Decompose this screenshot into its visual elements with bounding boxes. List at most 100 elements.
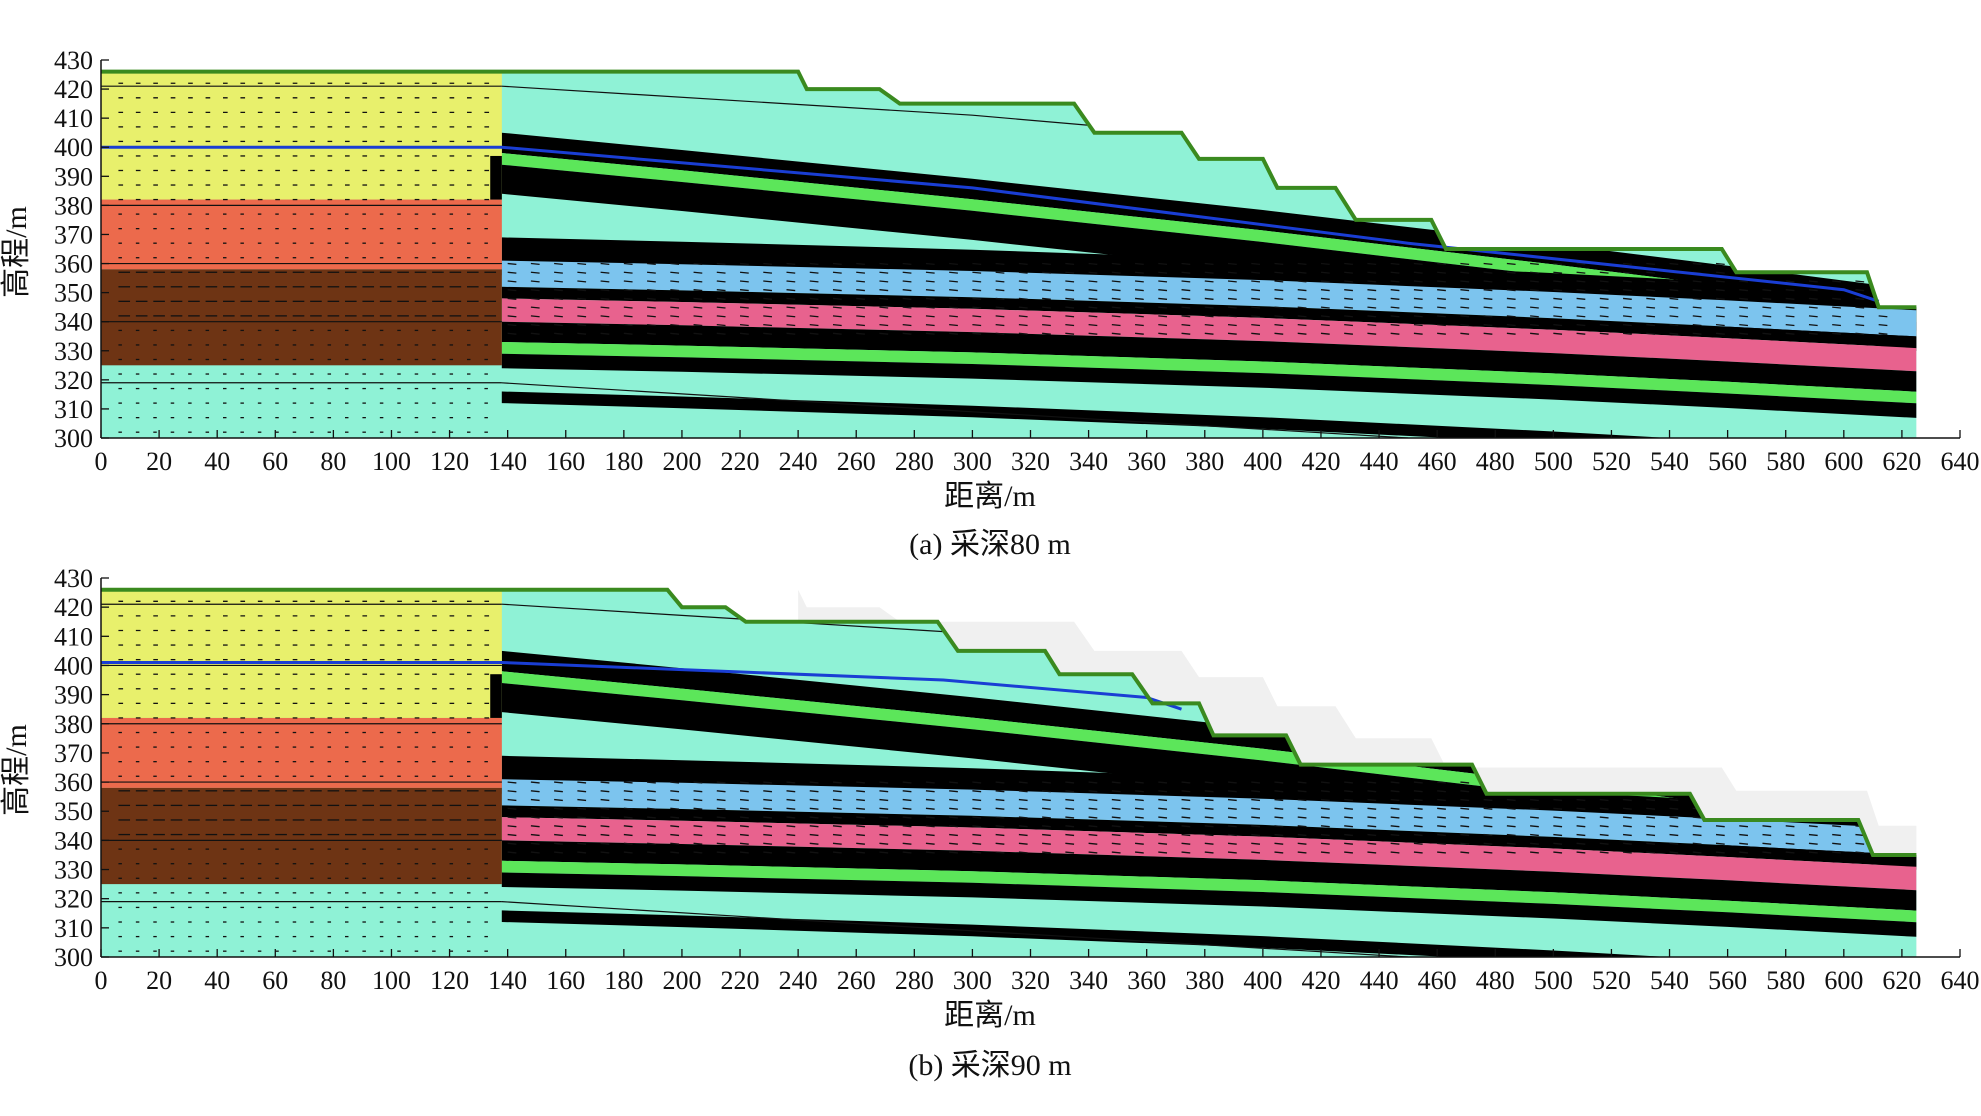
y-tick-label: 360 bbox=[54, 768, 93, 797]
y-tick-label: 410 bbox=[54, 104, 93, 133]
y-axis-title: 高程/m bbox=[0, 724, 33, 816]
x-tick-label: 540 bbox=[1650, 966, 1689, 995]
y-tick-labels: 3003103203303403503603703803904004104204… bbox=[54, 46, 93, 453]
x-tick-label: 120 bbox=[430, 966, 469, 995]
stratum-coal-7 bbox=[501, 391, 1917, 438]
x-tick-label: 500 bbox=[1534, 447, 1573, 476]
x-tick-label: 260 bbox=[837, 966, 876, 995]
x-tick-label: 600 bbox=[1824, 447, 1863, 476]
stratum-green-1 bbox=[501, 153, 1917, 322]
x-tick-label: 80 bbox=[320, 966, 346, 995]
displacement-vectors bbox=[118, 82, 1888, 433]
x-tick-label: 440 bbox=[1360, 447, 1399, 476]
x-tick-label: 640 bbox=[1941, 447, 1980, 476]
y-tick-label: 370 bbox=[54, 739, 93, 768]
x-tick-label: 220 bbox=[721, 447, 760, 476]
x-tick-label: 300 bbox=[953, 966, 992, 995]
x-tick-label: 420 bbox=[1301, 966, 1340, 995]
y-tick-label: 380 bbox=[54, 191, 93, 220]
x-axis-title: 距离/m bbox=[944, 999, 1036, 1032]
stratum-green-1 bbox=[501, 671, 1917, 841]
stratum-coal-5 bbox=[501, 321, 1917, 392]
x-tick-label: 180 bbox=[604, 447, 643, 476]
x-tick-label: 320 bbox=[1011, 966, 1050, 995]
x-tick-label: 120 bbox=[430, 447, 469, 476]
x-tick-label: 520 bbox=[1592, 966, 1631, 995]
zone-brown bbox=[101, 787, 502, 885]
slope-surface-line bbox=[101, 69, 1917, 310]
x-tick-label: 280 bbox=[895, 966, 934, 995]
y-tick-labels: 3003103203303403503603703803904004104204… bbox=[54, 564, 93, 972]
y-tick-label: 320 bbox=[54, 885, 93, 914]
x-tick-label: 600 bbox=[1824, 966, 1863, 995]
x-tick-label: 300 bbox=[953, 447, 992, 476]
x-tick-label: 380 bbox=[1185, 447, 1224, 476]
y-tick-label: 300 bbox=[54, 943, 93, 972]
stratum-green-2 bbox=[501, 860, 1917, 923]
x-tick-label: 40 bbox=[204, 966, 230, 995]
x-tick-label: 80 bbox=[320, 447, 346, 476]
y-axis-title: 高程/m bbox=[0, 206, 33, 298]
zone-brown bbox=[101, 269, 502, 366]
x-tick-label: 240 bbox=[779, 966, 818, 995]
displacement-vectors bbox=[118, 600, 1865, 952]
y-tick-label: 380 bbox=[54, 710, 93, 739]
x-tick-label: 480 bbox=[1476, 447, 1515, 476]
y-tick-label: 340 bbox=[54, 826, 93, 855]
x-tick-label: 500 bbox=[1534, 966, 1573, 995]
x-tick-label: 480 bbox=[1476, 966, 1515, 995]
zone-yellow bbox=[101, 589, 502, 718]
y-tick-label: 430 bbox=[54, 564, 93, 593]
y-tick-label: 390 bbox=[54, 162, 93, 191]
x-tick-labels: 0 20 40 60 80 100 120 140 160 180 200 220 240 260 280 3… bbox=[95, 447, 1980, 476]
y-tick-label: 310 bbox=[54, 914, 93, 943]
x-tick-label: 200 bbox=[662, 966, 701, 995]
x-tick-label: 0 bbox=[95, 447, 108, 476]
y-tick-label: 360 bbox=[54, 250, 93, 279]
y-tick-label: 420 bbox=[54, 75, 93, 104]
y-tick-label: 420 bbox=[54, 593, 93, 622]
y-tick-label: 350 bbox=[54, 279, 93, 308]
y-tick-label: 330 bbox=[54, 856, 93, 885]
x-tick-label: 100 bbox=[372, 447, 411, 476]
x-tick-label: 280 bbox=[895, 447, 934, 476]
plot-area bbox=[100, 59, 1961, 439]
stratum-coal-7 bbox=[501, 910, 1917, 957]
y-tick-label: 330 bbox=[54, 337, 93, 366]
x-tick-label: 640 bbox=[1941, 966, 1980, 995]
y-tick-label: 400 bbox=[54, 651, 93, 680]
strata bbox=[101, 71, 1917, 438]
panel-a: 0 20 40 60 80 100 120 140 160 180 200 220 240 260 280 3… bbox=[0, 46, 1980, 561]
x-tick-label: 400 bbox=[1243, 447, 1282, 476]
x-tick-label: 460 bbox=[1418, 966, 1457, 995]
zone-edge bbox=[490, 155, 502, 200]
x-tick-label: 620 bbox=[1882, 447, 1921, 476]
section-plot-a: 0 20 40 60 80 100 120 140 160 180 200 220 240 260 280 3… bbox=[0, 46, 1980, 561]
slope-surface-line bbox=[101, 587, 1917, 857]
x-tick-label: 60 bbox=[262, 966, 288, 995]
x-tick-label: 20 bbox=[146, 966, 172, 995]
x-tick-label: 20 bbox=[146, 447, 172, 476]
stratum-coal-4 bbox=[501, 286, 1917, 349]
y-tick-label: 300 bbox=[54, 424, 93, 453]
x-tick-label: 620 bbox=[1882, 966, 1921, 995]
x-tick-label: 580 bbox=[1766, 966, 1805, 995]
zone-yellow bbox=[101, 71, 502, 200]
x-tick-label: 580 bbox=[1766, 447, 1805, 476]
panel-caption: (b) 采深90 m bbox=[908, 1049, 1071, 1082]
panel-caption: (a) 采深80 m bbox=[909, 528, 1071, 560]
x-tick-label: 240 bbox=[779, 447, 818, 476]
x-tick-label: 180 bbox=[604, 966, 643, 995]
stratum-coal-1 bbox=[501, 650, 1917, 829]
layer-line bbox=[501, 901, 1409, 957]
stratum-coal-5 bbox=[501, 840, 1917, 911]
x-tick-label: 260 bbox=[837, 447, 876, 476]
y-tick-label: 340 bbox=[54, 308, 93, 337]
zone-edge bbox=[490, 674, 502, 718]
x-tick-label: 220 bbox=[721, 966, 760, 995]
y-tick-label: 320 bbox=[54, 366, 93, 395]
x-tick-label: 420 bbox=[1301, 447, 1340, 476]
x-tick-label: 560 bbox=[1708, 447, 1747, 476]
stratum-coal-4 bbox=[501, 805, 1917, 867]
zone-orange bbox=[101, 199, 502, 270]
